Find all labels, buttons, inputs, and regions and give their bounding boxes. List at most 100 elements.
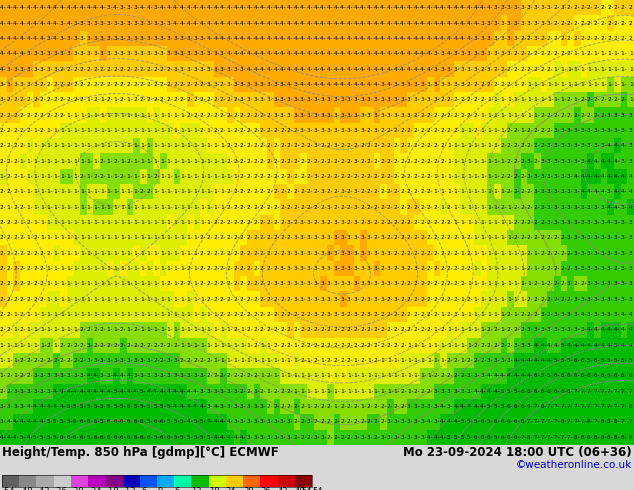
Bar	[100, 92, 107, 107]
Bar	[280, 31, 287, 46]
Text: 1-: 1-	[167, 266, 174, 271]
Bar	[527, 92, 534, 107]
Bar	[134, 353, 140, 368]
Bar	[347, 15, 354, 31]
Bar	[401, 46, 407, 61]
Text: 1-: 1-	[53, 251, 60, 256]
Text: 1-: 1-	[193, 143, 200, 148]
Bar	[594, 414, 600, 430]
Text: 2-: 2-	[380, 189, 387, 194]
Text: 1-: 1-	[140, 174, 147, 179]
Bar	[394, 169, 401, 184]
Text: 1-: 1-	[440, 312, 448, 317]
Bar	[261, 31, 267, 46]
Text: 1-: 1-	[127, 281, 134, 286]
Text: 1-: 1-	[107, 174, 113, 179]
Bar	[320, 169, 327, 184]
Bar	[521, 15, 527, 31]
Text: 3-: 3-	[593, 266, 601, 271]
Bar	[521, 353, 527, 368]
Bar	[140, 92, 147, 107]
Bar	[373, 353, 380, 368]
Text: 6-: 6-	[120, 419, 127, 424]
Text: 1-: 1-	[80, 235, 87, 240]
Text: 3-: 3-	[467, 67, 474, 72]
Text: 1-: 1-	[46, 189, 54, 194]
Bar	[414, 307, 420, 322]
Bar	[401, 92, 407, 107]
Bar	[307, 153, 314, 169]
Text: 4-: 4-	[614, 189, 621, 194]
Text: 8: 8	[629, 435, 633, 440]
Text: 3-: 3-	[180, 51, 187, 56]
Bar	[594, 384, 600, 399]
Bar	[247, 292, 254, 307]
Text: 1-: 1-	[127, 251, 134, 256]
Text: 1-: 1-	[434, 174, 441, 179]
Bar	[547, 199, 554, 215]
Text: 2-: 2-	[574, 281, 581, 286]
Bar	[274, 122, 280, 138]
Text: 2-: 2-	[294, 435, 301, 440]
Text: 3-: 3-	[333, 128, 340, 133]
Bar	[420, 153, 427, 169]
Bar	[167, 307, 174, 322]
Bar	[180, 307, 187, 322]
Text: 3-: 3-	[387, 281, 394, 286]
Bar	[627, 353, 634, 368]
Text: 1-: 1-	[93, 266, 100, 271]
Bar	[67, 276, 74, 292]
Bar	[294, 77, 301, 92]
Bar	[621, 322, 627, 338]
Bar	[160, 276, 167, 292]
Bar	[207, 153, 214, 169]
Text: 2-: 2-	[600, 97, 607, 102]
Bar	[227, 384, 233, 399]
Text: 1-: 1-	[80, 281, 87, 286]
Bar	[494, 169, 500, 184]
Bar	[360, 92, 367, 107]
Text: 1-: 1-	[13, 343, 20, 348]
Bar	[594, 46, 600, 61]
Text: 3-: 3-	[260, 419, 268, 424]
Text: 2-: 2-	[247, 220, 254, 225]
Text: 4-: 4-	[620, 343, 628, 348]
Text: 1-: 1-	[521, 281, 527, 286]
Bar	[80, 368, 87, 384]
Text: 1-: 1-	[353, 373, 361, 378]
Bar	[87, 399, 93, 414]
Text: 1-: 1-	[514, 266, 521, 271]
Text: 2-: 2-	[427, 189, 434, 194]
Bar	[467, 138, 474, 153]
Text: 2-: 2-	[0, 189, 7, 194]
Bar	[434, 0, 441, 15]
Text: 3-: 3-	[547, 189, 554, 194]
Bar	[367, 215, 373, 230]
Text: 1-: 1-	[140, 281, 147, 286]
Text: 2-: 2-	[574, 5, 581, 10]
Text: 1-: 1-	[521, 113, 527, 118]
Text: 2-: 2-	[260, 205, 268, 210]
Text: 3-: 3-	[580, 205, 588, 210]
Bar	[247, 138, 254, 153]
Text: 1-: 1-	[200, 189, 207, 194]
Text: 4-: 4-	[280, 36, 287, 41]
Text: 2-: 2-	[553, 251, 561, 256]
Bar	[347, 169, 354, 184]
Bar	[541, 245, 547, 261]
Text: 4: 4	[629, 189, 633, 194]
Bar	[460, 368, 467, 384]
Text: 3-: 3-	[307, 419, 314, 424]
Text: 1-: 1-	[413, 373, 421, 378]
Text: 3-: 3-	[620, 220, 628, 225]
Text: 2-: 2-	[220, 113, 227, 118]
Bar	[153, 215, 160, 230]
Bar	[74, 199, 80, 215]
Text: 2-: 2-	[267, 281, 274, 286]
Text: 1-: 1-	[186, 312, 194, 317]
Bar	[414, 276, 420, 292]
Text: 1-: 1-	[80, 251, 87, 256]
Text: 2-: 2-	[460, 113, 467, 118]
Bar	[7, 399, 13, 414]
Text: 3-: 3-	[107, 5, 113, 10]
